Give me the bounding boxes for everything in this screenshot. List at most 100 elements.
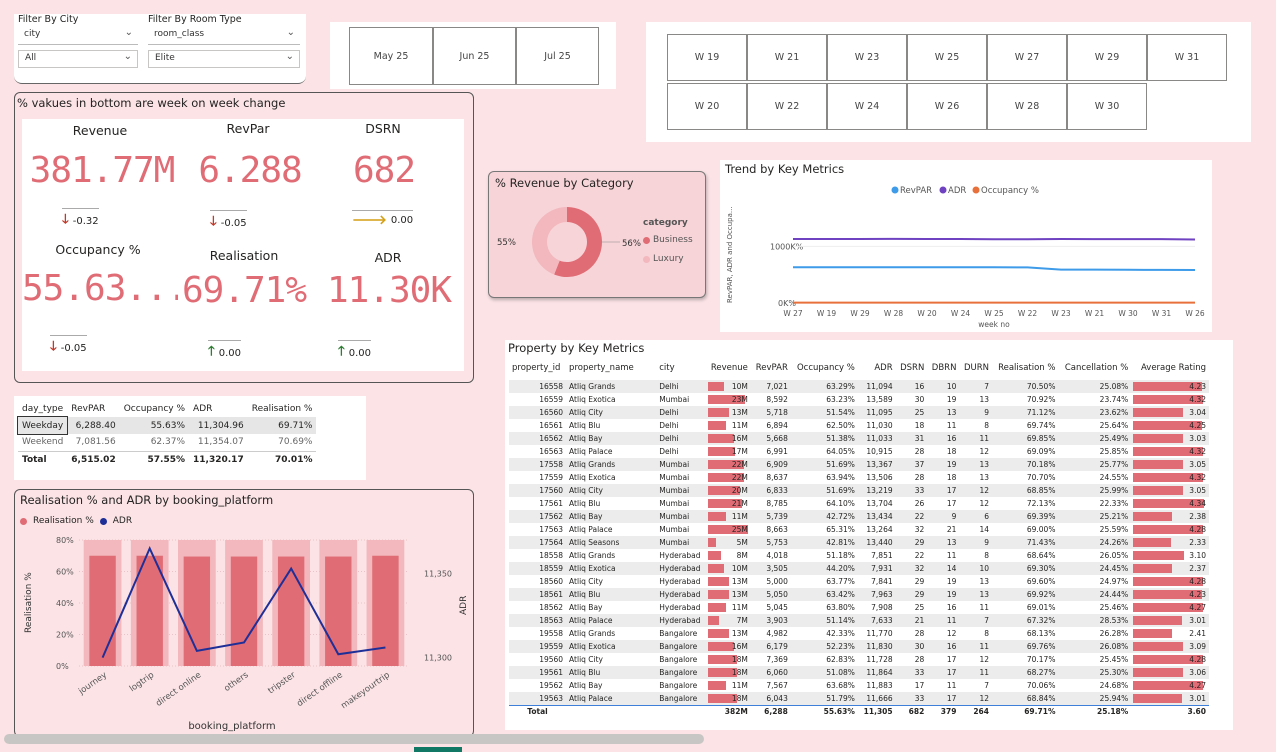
- bar[interactable]: [183, 556, 211, 666]
- bar[interactable]: [230, 556, 258, 666]
- table-cell: 11: [946, 551, 957, 560]
- table-row[interactable]: 17561 Atliq Blu Mumbai 21M 8,785 64.10% 13,704…: [509, 497, 1209, 510]
- table-row[interactable]: 19560 Atliq City Bangalore 18M 7,369 62.83% 11…: [509, 653, 1209, 666]
- table-cell: 9: [959, 406, 992, 419]
- table-row[interactable]: 18560 Atliq City Hyderabad 13M 5,000 63.77% 7,…: [509, 575, 1209, 588]
- table-cell: 5,045: [766, 603, 788, 612]
- table-row[interactable]: 17562 Atliq Bay Mumbai 11M 5,739 42.72% 13,434…: [509, 510, 1209, 523]
- table-row[interactable]: 18561 Atliq Blu Hyderabad 13M 5,050 63.42% 7,9…: [509, 588, 1209, 601]
- table-row[interactable]: 19561 Atliq Blu Bangalore 18M 6,060 51.08% 11,…: [509, 666, 1209, 679]
- active-page-tab[interactable]: [414, 747, 462, 752]
- table-cell: 24.55%: [1099, 473, 1129, 482]
- table-row[interactable]: 19558 Atliq Grands Bangalore 13M 4,982 42.33%…: [509, 627, 1209, 640]
- week-button[interactable]: W 30: [1067, 83, 1147, 130]
- week-button[interactable]: W 21: [747, 34, 827, 81]
- table-cell: 5,718: [750, 406, 791, 419]
- week-button[interactable]: W 29: [1067, 34, 1147, 81]
- week-button[interactable]: W 20: [667, 83, 747, 130]
- cell-value: 2.33: [1189, 538, 1206, 547]
- column-header[interactable]: DBRN: [931, 363, 957, 373]
- table-row[interactable]: 19559 Atliq Exotica Bangalore 16M 6,179 52.23…: [509, 640, 1209, 653]
- table-row[interactable]: 18558 Atliq Grands Hyderabad 8M 4,018 51.18% 7…: [509, 549, 1209, 562]
- column-header[interactable]: Occupancy %: [123, 403, 186, 414]
- trend-series-line[interactable]: [792, 237, 1196, 241]
- table-row[interactable]: 19562 Atliq Bay Bangalore 11M 7,567 63.68% 11,…: [509, 679, 1209, 692]
- table-cell: 2.38: [1131, 510, 1209, 523]
- table-row[interactable]: 17559 Atliq Exotica Mumbai 22M 8,637 63.94% 13…: [509, 471, 1209, 484]
- column-header[interactable]: property_id: [512, 363, 561, 373]
- table-cell: 22: [914, 551, 925, 560]
- realisation-title: Realisation: [209, 248, 279, 263]
- table-cell: Mumbai: [659, 499, 690, 508]
- column-header[interactable]: ADR: [193, 403, 213, 414]
- column-header[interactable]: Occupancy %: [796, 363, 855, 373]
- month-button-may[interactable]: May 25: [349, 27, 433, 85]
- week-button[interactable]: W 26: [907, 83, 987, 130]
- table-row[interactable]: 16560 Atliq City Delhi 13M 5,718 51.54% 11,095…: [509, 406, 1209, 419]
- table-cell: Atliq Palace: [569, 525, 613, 534]
- x-tick-label: W 19: [817, 309, 837, 318]
- adr-line[interactable]: [101, 545, 386, 658]
- week-button[interactable]: W 22: [747, 83, 827, 130]
- table-row[interactable]: 17564 Atliq Seasons Mumbai 5M 5,753 42.81% 13,…: [509, 536, 1209, 549]
- city-field-label: city: [24, 29, 41, 39]
- bar[interactable]: [89, 555, 116, 666]
- trend-series-line[interactable]: [793, 266, 1196, 272]
- table-row[interactable]: 16562 Atliq Bay Delhi 16M 5,668 51.38% 11,033 3…: [509, 432, 1209, 445]
- bar[interactable]: [277, 556, 305, 666]
- table-cell: 7,369: [766, 655, 788, 664]
- table-row[interactable]: 18562 Atliq Bay Hyderabad 11M 5,045 63.80% 7,9…: [509, 601, 1209, 614]
- column-header[interactable]: city: [659, 363, 675, 373]
- table-row[interactable]: 16563 Atliq Palace Delhi 17M 6,991 64.05% 10,9…: [509, 445, 1209, 458]
- room-select[interactable]: Elite ⌄: [148, 50, 300, 68]
- table-row[interactable]: 16561 Atliq Blu Delhi 11M 6,894 62.50% 11,030 1…: [509, 419, 1209, 432]
- column-header[interactable]: Cancellation %: [1064, 363, 1129, 373]
- column-header[interactable]: Revenue: [710, 363, 748, 373]
- column-header[interactable]: DURN: [963, 363, 989, 373]
- column-header[interactable]: DSRN: [900, 363, 925, 373]
- table-cell: Atliq Exotica: [569, 395, 616, 404]
- week-button[interactable]: W 27: [987, 34, 1067, 81]
- city-select[interactable]: All ⌄: [18, 50, 138, 68]
- table-cell: 69.71%: [278, 420, 313, 431]
- table-cell: 17558: [509, 458, 567, 471]
- table-row[interactable]: 16558 Atliq Grands Delhi 10M 7,021 63.29% 11,0…: [509, 380, 1209, 393]
- table-row[interactable]: 18559 Atliq Exotica Hyderabad 10M 3,505 44.20…: [509, 562, 1209, 575]
- room-field-dropdown[interactable]: room_class ⌄: [148, 27, 300, 45]
- column-header[interactable]: Realisation %: [998, 363, 1056, 373]
- table-row[interactable]: 17563 Atliq Palace Mumbai 25M 8,663 65.31% 13,…: [509, 523, 1209, 536]
- table-row[interactable]: Weekday 6,288.40 55.63% 11,304.96 69.71%: [16, 416, 317, 435]
- month-button-jun[interactable]: Jun 25: [433, 27, 516, 85]
- column-header[interactable]: ADR: [874, 363, 893, 373]
- column-header[interactable]: Realisation %: [251, 403, 313, 414]
- column-header[interactable]: Average Rating: [1140, 363, 1206, 373]
- month-button-jul[interactable]: Jul 25: [516, 27, 599, 85]
- column-header[interactable]: day_type: [22, 403, 64, 414]
- table-cell: 13,589: [866, 395, 893, 404]
- city-field-dropdown[interactable]: city ⌄: [18, 27, 138, 45]
- table-row[interactable]: 16559 Atliq Exotica Mumbai 23M 8,592 63.23% 13…: [509, 393, 1209, 406]
- table-row[interactable]: 17558 Atliq Grands Mumbai 22M 6,909 51.69% 13,…: [509, 458, 1209, 471]
- cell-value: 4.23: [1189, 590, 1206, 599]
- table-cell: 7: [959, 380, 992, 393]
- week-button[interactable]: W 28: [987, 83, 1067, 130]
- table-row[interactable]: Weekend 7,081.56 62.37% 11,354.07 70.69%: [18, 434, 317, 451]
- week-button[interactable]: W 25: [907, 34, 987, 81]
- table-row[interactable]: 18563 Atliq Palace Hyderabad 7M 3,903 51.14% 7…: [509, 614, 1209, 627]
- week-button[interactable]: W 23: [827, 34, 907, 81]
- column-header[interactable]: RevPAR: [71, 403, 106, 414]
- data-bar: [707, 499, 742, 508]
- revpar-delta: 🡓 -0.05: [210, 210, 247, 234]
- column-header[interactable]: RevPAR: [755, 363, 788, 373]
- column-header[interactable]: property_name: [569, 363, 634, 373]
- bar[interactable]: [136, 555, 163, 666]
- table-cell: 4.32: [1131, 393, 1209, 406]
- table-row[interactable]: 17560 Atliq City Mumbai 20M 6,833 51.69% 13,21…: [509, 484, 1209, 497]
- week-button[interactable]: W 19: [667, 34, 747, 81]
- table-cell: 4.28: [1131, 653, 1209, 666]
- week-button[interactable]: W 31: [1147, 34, 1227, 81]
- bar[interactable]: [325, 556, 352, 666]
- horizontal-scrollbar[interactable]: [4, 734, 704, 744]
- week-button[interactable]: W 24: [827, 83, 907, 130]
- table-row[interactable]: 19563 Atliq Palace Bangalore 18M 6,043 51.79%…: [509, 692, 1209, 705]
